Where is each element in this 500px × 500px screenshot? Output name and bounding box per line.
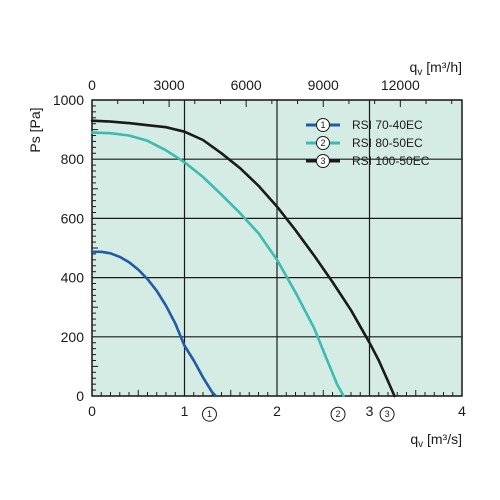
- x2-axis-label: qv [m³/h]: [410, 59, 462, 78]
- series-line-3: [90, 119, 396, 398]
- x-tick-label: 0: [88, 403, 96, 419]
- curve-marker-label-2: 2: [336, 409, 341, 419]
- curve-marker-label-3: 3: [385, 409, 390, 419]
- x-tick-label: 1: [181, 403, 189, 419]
- curve-marker-1: [201, 406, 217, 422]
- x2-tick-label: 12000: [381, 77, 420, 93]
- x-tick-label: 3: [366, 403, 374, 419]
- x2-tick-label: 3000: [154, 77, 185, 93]
- y-tick-label: 800: [61, 151, 85, 167]
- curve-marker-3: [379, 406, 395, 422]
- curve-marker-label-1: 1: [207, 409, 212, 419]
- curve-marker-2: [330, 406, 346, 422]
- y-tick-label: 0: [76, 388, 84, 404]
- legend-marker-3: [316, 154, 330, 168]
- x-axis-label: qv [m³/s]: [410, 431, 462, 450]
- y-axis-label: Ps [Pa]: [27, 107, 43, 152]
- x-tick-label: 2: [273, 403, 281, 419]
- x2-tick-label: 9000: [308, 77, 339, 93]
- legend-marker-label-3: 3: [320, 156, 325, 166]
- plot-frame: [91, 99, 463, 397]
- y-tick-label: 400: [61, 270, 85, 286]
- series-line-2: [90, 131, 345, 398]
- legend-label-1: RSI 70-40EC: [352, 118, 423, 132]
- legend-marker-2: [316, 136, 330, 150]
- legend-marker-label-2: 2: [320, 138, 325, 148]
- y-tick-label: 200: [61, 329, 85, 345]
- legend-marker-1: [316, 118, 330, 132]
- y-tick-label: 1000: [53, 92, 84, 108]
- x-tick-label: 4: [458, 403, 466, 419]
- x2-tick-label: 0: [88, 77, 96, 93]
- x2-tick-label: 6000: [231, 77, 262, 93]
- legend-label-2: RSI 80-50EC: [352, 136, 423, 150]
- legend-label-3: RSI 100-50EC: [352, 154, 430, 168]
- series-line-1: [90, 250, 218, 398]
- legend-marker-label-1: 1: [320, 120, 325, 130]
- y-tick-label: 600: [61, 210, 85, 226]
